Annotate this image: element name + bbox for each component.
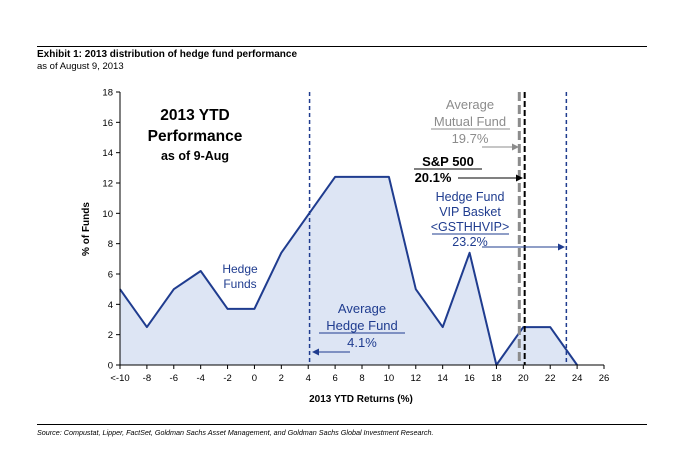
y-tick-label: 2: [108, 330, 113, 341]
x-tick-label: 12: [410, 373, 421, 384]
sp500-annotation: S&P 500 20.1%: [414, 154, 523, 185]
avg-mutual-fund-line2: Mutual Fund: [434, 114, 506, 129]
x-tick-label: 8: [359, 373, 364, 384]
y-tick-label: 10: [102, 209, 113, 220]
hedge-funds-label: Hedge Funds: [222, 262, 258, 291]
avg-mutual-fund-arrowhead: [512, 143, 519, 151]
y-tick-label: 14: [102, 148, 113, 159]
avg-hedge-fund-line2: Hedge Fund: [326, 318, 398, 333]
sp500-value: 20.1%: [415, 170, 452, 185]
hedge-funds-label-line2: Funds: [223, 277, 256, 291]
ytd-performance-note: 2013 YTD Performance as of 9-Aug: [148, 107, 243, 163]
x-tick-label: 4: [306, 373, 311, 384]
x-axis-label: 2013 YTD Returns (%): [309, 394, 413, 405]
source-note: Source: Compustat, Lipper, FactSet, Gold…: [37, 428, 434, 437]
y-tick-label: 4: [108, 300, 113, 311]
x-tick-label: 24: [572, 373, 583, 384]
vip-basket-annotation: Hedge Fund VIP Basket <GSTHHVIP> 23.2%: [431, 190, 565, 251]
top-rule: [37, 46, 647, 47]
y-tick-label: 8: [108, 239, 113, 250]
y-tick-label: 12: [102, 179, 113, 190]
x-tick-label: -8: [143, 373, 151, 384]
x-tick-label: <-10: [110, 373, 129, 384]
vip-basket-line3: <GSTHHVIP>: [431, 220, 510, 234]
x-tick-label: 6: [332, 373, 337, 384]
vip-basket-arrowhead: [558, 243, 565, 251]
x-tick-label: 10: [384, 373, 395, 384]
x-tick-label: -2: [223, 373, 231, 384]
x-tick-label: 26: [599, 373, 610, 384]
x-tick-label: 16: [464, 373, 475, 384]
x-tick-label: 18: [491, 373, 502, 384]
hedge-funds-label-line1: Hedge: [222, 262, 258, 276]
y-tick-label: 16: [102, 118, 113, 129]
x-tick-label: -4: [196, 373, 204, 384]
bottom-rule: [37, 424, 647, 425]
y-tick-label: 18: [102, 88, 113, 99]
y-axis-label: % of Funds: [81, 202, 92, 256]
x-tick-label: -6: [170, 373, 178, 384]
avg-mutual-fund-annotation: Average Mutual Fund 19.7%: [431, 97, 519, 151]
avg-mutual-fund-value: 19.7%: [452, 131, 489, 146]
vip-basket-value: 23.2%: [452, 235, 487, 249]
exhibit-title: Exhibit 1: 2013 distribution of hedge fu…: [37, 49, 298, 60]
series-area-hedge-funds: [120, 176, 578, 365]
series-line-hedge-funds: [119, 175, 578, 366]
y-tick-label: 0: [108, 361, 113, 372]
ytd-line2: Performance: [148, 128, 243, 145]
ytd-line3: as of 9-Aug: [161, 149, 229, 163]
ytd-line1: 2013 YTD: [160, 107, 230, 124]
x-tick-label: 2: [279, 373, 284, 384]
y-tick-label: 6: [108, 270, 113, 281]
sp500-arrowhead: [516, 174, 523, 182]
reference-lines: [308, 92, 568, 365]
vip-basket-line2: VIP Basket: [439, 205, 501, 219]
avg-hedge-fund-annotation: Average Hedge Fund 4.1%: [312, 301, 405, 356]
x-tick-label: 20: [518, 373, 529, 384]
sp500-line1: S&P 500: [422, 154, 474, 169]
x-tick-label: 14: [437, 373, 448, 384]
avg-hedge-fund-arrowhead: [312, 348, 319, 356]
avg-hedge-fund-value: 4.1%: [347, 335, 377, 350]
vip-basket-line1: Hedge Fund: [436, 190, 505, 204]
x-tick-label: 0: [252, 373, 257, 384]
area-layer: [119, 175, 578, 366]
exhibit-subtitle: as of August 9, 2013: [37, 61, 124, 72]
x-tick-label: 22: [545, 373, 556, 384]
avg-mutual-fund-line1: Average: [446, 97, 494, 112]
avg-hedge-fund-line1: Average: [338, 301, 386, 316]
